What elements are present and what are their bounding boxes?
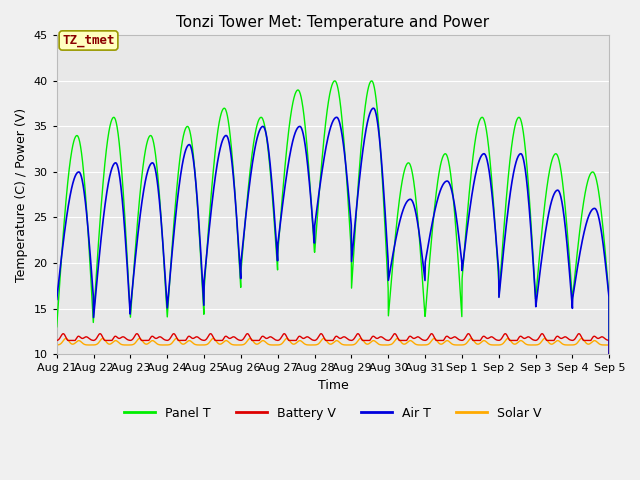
Solar V <box>53 342 61 348</box>
Line: Solar V: Solar V <box>57 338 609 445</box>
Panel T <box>605 442 613 448</box>
Battery V <box>605 442 613 448</box>
Battery V <box>207 331 214 336</box>
Panel T <box>361 105 369 110</box>
Line: Air T: Air T <box>57 108 609 445</box>
Battery V <box>317 331 325 336</box>
Panel T <box>331 78 339 84</box>
Solar V <box>494 342 502 348</box>
Line: Battery V: Battery V <box>57 334 609 445</box>
Solar V <box>572 341 580 347</box>
Air T <box>605 442 613 448</box>
Panel T <box>349 260 357 266</box>
Solar V <box>349 342 357 348</box>
Air T <box>370 105 378 111</box>
Panel T <box>53 324 61 330</box>
Solar V <box>557 339 564 345</box>
Battery V <box>361 337 369 343</box>
Battery V <box>494 337 502 343</box>
Title: Tonzi Tower Met: Temperature and Power: Tonzi Tower Met: Temperature and Power <box>177 15 490 30</box>
Air T <box>557 193 564 199</box>
Panel T <box>557 166 564 171</box>
Air T <box>349 245 356 251</box>
Solar V <box>605 442 613 448</box>
Solar V <box>361 340 369 346</box>
Panel T <box>494 262 502 267</box>
Air T <box>572 274 580 279</box>
Air T <box>361 134 369 140</box>
Line: Panel T: Panel T <box>57 81 609 445</box>
Battery V <box>53 337 61 343</box>
Air T <box>494 256 502 262</box>
Solar V <box>207 337 215 343</box>
Legend: Panel T, Battery V, Air T, Solar V: Panel T, Battery V, Air T, Solar V <box>119 402 547 425</box>
Y-axis label: Temperature (C) / Power (V): Temperature (C) / Power (V) <box>15 108 28 282</box>
Air T <box>207 211 214 217</box>
Panel T <box>572 262 580 267</box>
Battery V <box>572 335 580 340</box>
X-axis label: Time: Time <box>317 379 348 392</box>
Battery V <box>557 336 564 341</box>
Air T <box>53 297 61 302</box>
Battery V <box>349 337 357 343</box>
Solar V <box>62 336 70 341</box>
Text: TZ_tmet: TZ_tmet <box>62 34 115 47</box>
Panel T <box>207 197 214 203</box>
